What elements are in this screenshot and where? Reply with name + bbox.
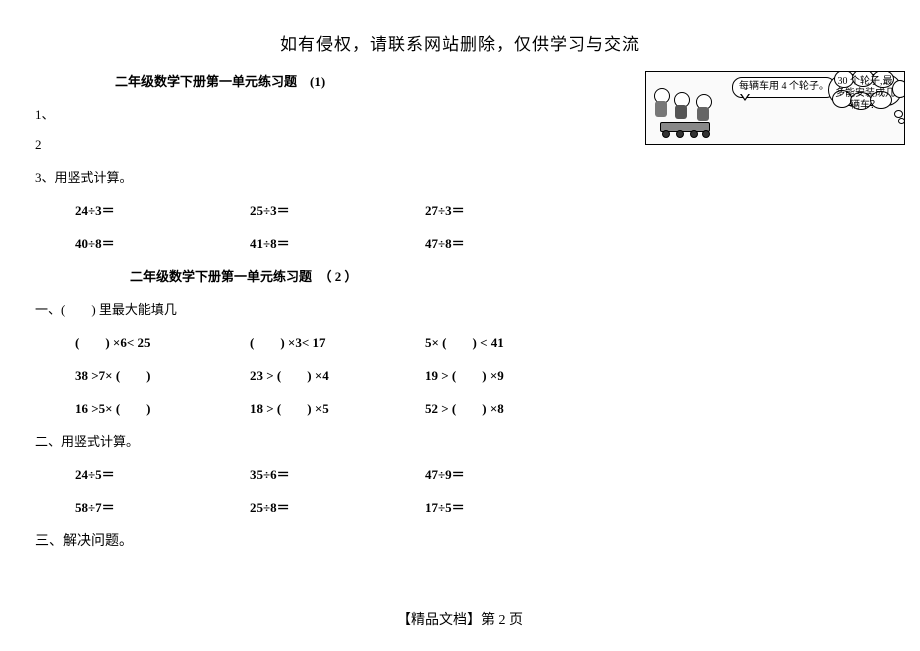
fill-cell: 5× ( ) < 41 [425, 332, 600, 351]
fill-row: 38 >7× ( ) 23 > ( ) ×4 19 > ( ) ×9 [75, 365, 635, 384]
eq-cell: 47÷8＝ [425, 233, 600, 252]
fill-cell: 38 >7× ( ) [75, 365, 250, 384]
thought-bubble-text: 30 个轮子,最多能安装成几辆车？ [834, 76, 896, 112]
sheet2-eqrow: 24÷5＝ 35÷6＝ 47÷9＝ [75, 464, 635, 483]
bubble-tail-icon [741, 93, 749, 99]
left-column: 二年级数学下册第一单元练习题 (1) 1、 2 3、用竖式计算。 24÷3＝ 2… [20, 71, 635, 564]
sheet1-item3: 3、用竖式计算。 [35, 167, 635, 186]
thought-puff-icon [898, 118, 905, 124]
sheet1-eqrow: 24÷3＝ 25÷3＝ 27÷3＝ [75, 200, 635, 219]
eq-cell: 24÷3＝ [75, 200, 250, 219]
eq-cell: 40÷8＝ [75, 233, 250, 252]
fill-cell: 16 >5× ( ) [75, 398, 250, 417]
eq-cell: 25÷3＝ [250, 200, 425, 219]
eq-cell: 27÷3＝ [425, 200, 600, 219]
sheet2-title: 二年级数学下册第一单元练习题 （ 2 ） [130, 266, 635, 285]
fill-cell: 23 > ( ) ×4 [250, 365, 425, 384]
fill-row: 16 >5× ( ) 18 > ( ) ×5 52 > ( ) ×8 [75, 398, 635, 417]
fill-cell: ( ) ×6< 25 [75, 332, 250, 351]
eq-cell: 58÷7＝ [75, 497, 250, 516]
sheet1-title: 二年级数学下册第一单元练习题 (1) [115, 71, 635, 90]
eq-cell: 17÷5＝ [425, 497, 600, 516]
right-column: 每辆车用 4 个轮子。 30 个轮子,最多能安装成几辆车？ [645, 71, 905, 145]
sheet2-sec2: 二、用竖式计算。 [35, 431, 635, 450]
sheet2-sec3: 三、解决问题。 [35, 530, 635, 550]
sheet1-item2: 2 [35, 137, 635, 153]
comic-panel: 每辆车用 4 个轮子。 30 个轮子,最多能安装成几辆车？ [645, 71, 905, 145]
eq-cell: 47÷9＝ [425, 464, 600, 483]
eq-cell: 25÷8＝ [250, 497, 425, 516]
eq-cell: 24÷5＝ [75, 464, 250, 483]
kids-illustration [652, 88, 726, 138]
fill-cell: 52 > ( ) ×8 [425, 398, 600, 417]
footer-pagenum: 【精品文档】第 2 页 [0, 609, 920, 629]
fill-cell: 19 > ( ) ×9 [425, 365, 600, 384]
sheet2-sec1: 一、( ) 里最大能填几 [35, 299, 635, 318]
eq-cell: 41÷8＝ [250, 233, 425, 252]
sheet1-item1: 1、 [35, 104, 635, 123]
sheet1-eqrow: 40÷8＝ 41÷8＝ 47÷8＝ [75, 233, 635, 252]
fill-row: ( ) ×6< 25 ( ) ×3< 17 5× ( ) < 41 [75, 332, 635, 351]
fill-cell: 18 > ( ) ×5 [250, 398, 425, 417]
sheet2-eqrow: 58÷7＝ 25÷8＝ 17÷5＝ [75, 497, 635, 516]
header-note: 如有侵权，请联系网站删除，仅供学习与交流 [20, 30, 900, 55]
fill-cell: ( ) ×3< 17 [250, 332, 425, 351]
eq-cell: 35÷6＝ [250, 464, 425, 483]
